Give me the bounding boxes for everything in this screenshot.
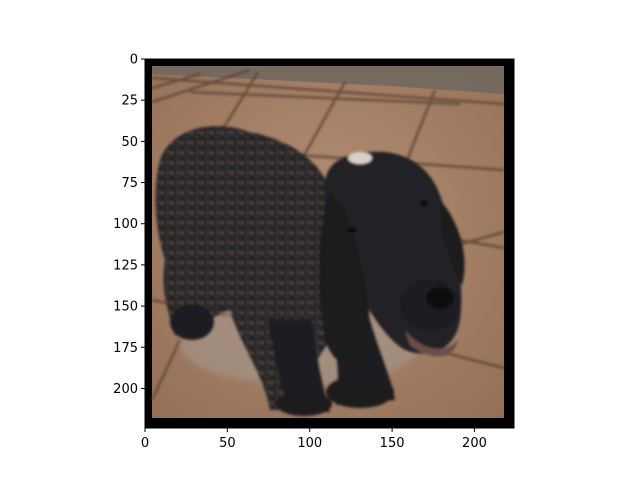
- x-axis: 0 50 100 150 200: [141, 428, 487, 451]
- y-tick-label: 0: [130, 53, 138, 68]
- y-tick-label: 75: [121, 176, 138, 191]
- y-tick-label: 150: [113, 300, 138, 315]
- y-axis: 0 25 50 75 100 125 150 175 200: [113, 53, 145, 397]
- plot-area-frame: [144, 58, 515, 429]
- x-tick-label: 200: [462, 436, 487, 451]
- y-tick-label: 100: [113, 217, 138, 232]
- x-tick-label: 150: [380, 436, 405, 451]
- dog: [155, 126, 465, 416]
- dog-photo: [145, 59, 514, 428]
- y-tick-label: 200: [113, 382, 138, 397]
- y-tick-label: 25: [121, 94, 138, 109]
- y-tick-label: 50: [121, 135, 138, 150]
- y-tick-label: 125: [113, 258, 138, 273]
- x-tick-label: 50: [219, 436, 236, 451]
- x-tick-label: 100: [297, 436, 322, 451]
- x-tick-label: 0: [141, 436, 149, 451]
- y-tick-label: 175: [113, 341, 138, 356]
